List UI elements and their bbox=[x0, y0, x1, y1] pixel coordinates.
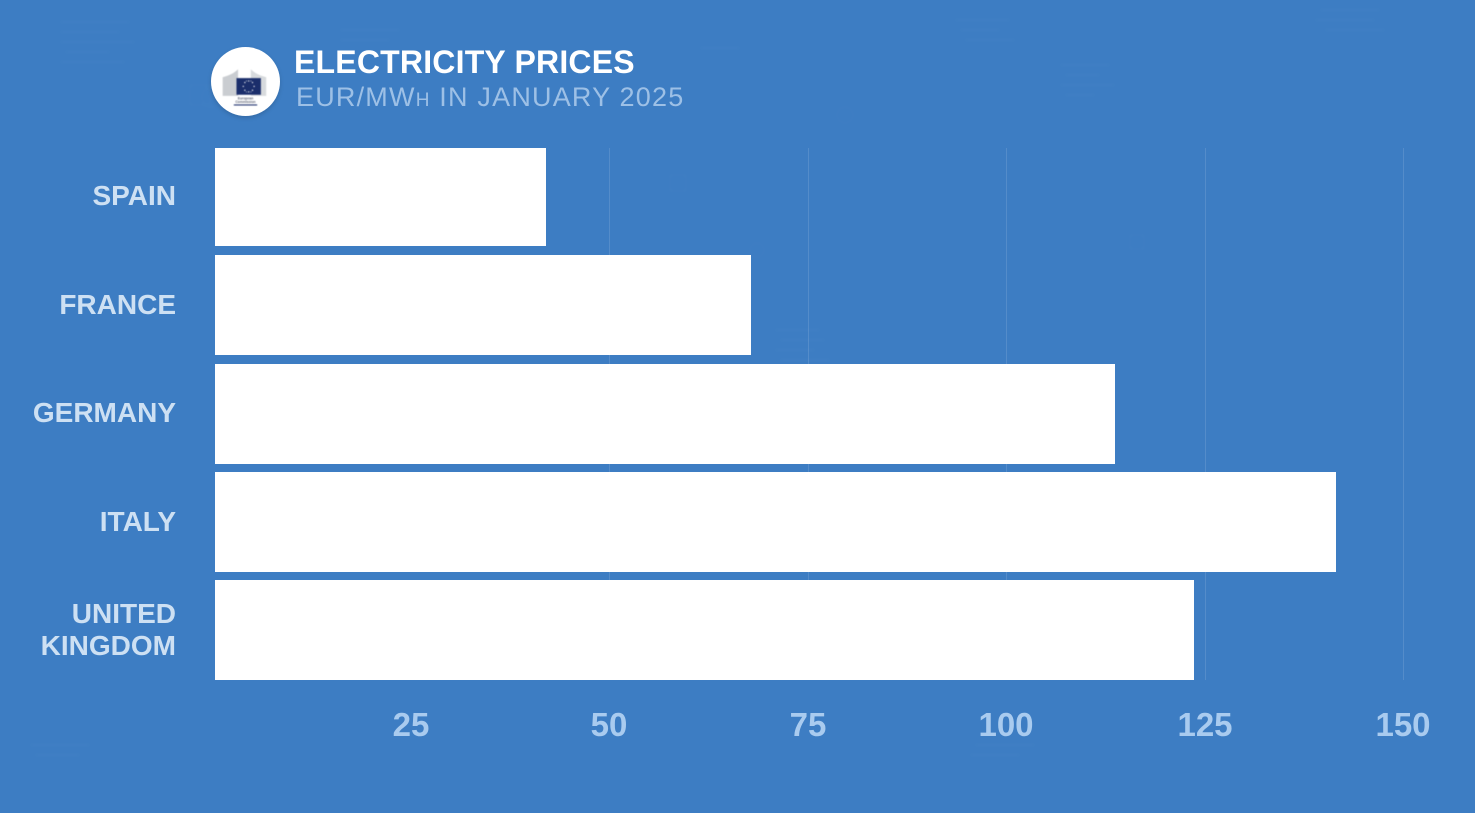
svg-text:Commission: Commission bbox=[235, 100, 255, 104]
